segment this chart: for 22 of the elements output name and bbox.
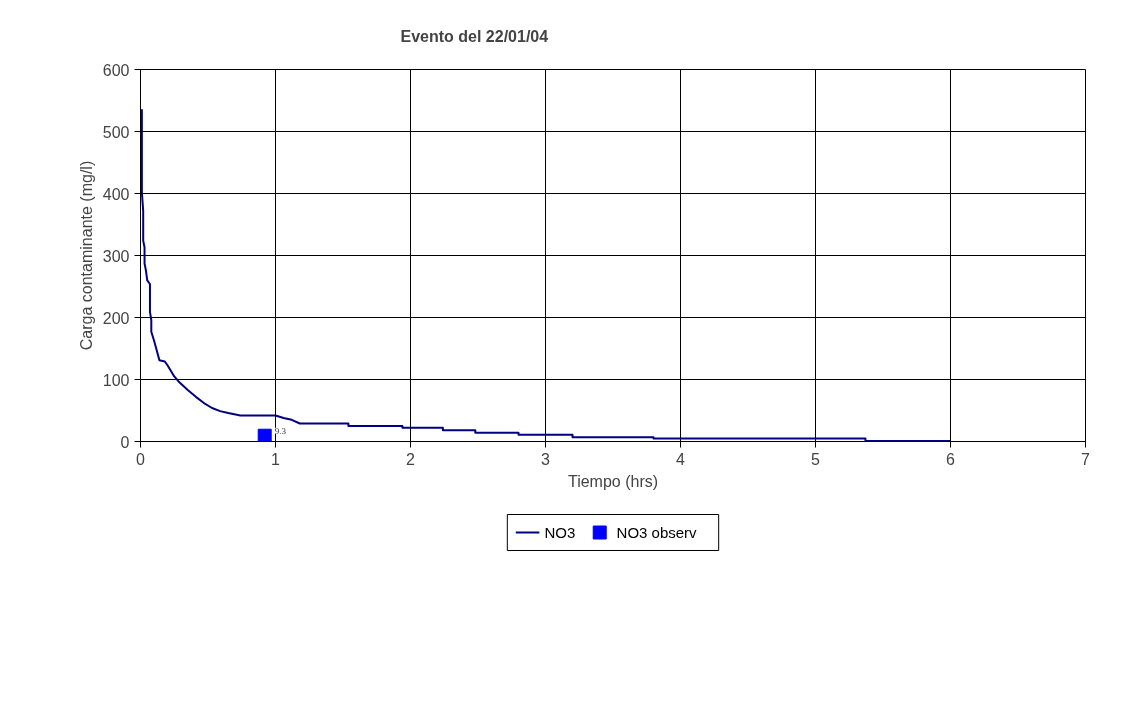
chart-title: Evento del 22/01/04 — [400, 27, 549, 45]
y-tick-label: 200 — [102, 309, 130, 327]
x-axis-title: Tiempo (hrs) — [567, 472, 659, 490]
x-tick-label: 3 — [541, 450, 551, 468]
y-tick-label: 600 — [102, 61, 130, 79]
legend-label: NO3 observ — [616, 524, 698, 541]
x-tick-label: 0 — [136, 450, 146, 468]
line-series — [140, 108, 952, 442]
x-tick-label: 6 — [946, 450, 956, 468]
data-label: 9.3 — [274, 425, 287, 436]
y-tick-label: 300 — [102, 247, 130, 265]
legend-label: NO3 — [544, 524, 576, 541]
x-tick-label: 2 — [406, 450, 416, 468]
y-tick-label: 400 — [102, 185, 130, 203]
x-tick-label: 7 — [1081, 450, 1091, 468]
x-tick-label: 4 — [676, 450, 686, 468]
x-tick-label: 5 — [811, 450, 821, 468]
x-tick-label: 1 — [271, 450, 281, 468]
y-tick-label: 100 — [102, 371, 130, 389]
y-tick-label: 500 — [102, 123, 130, 141]
y-axis-title: Carga contaminante (mg/l) — [77, 160, 95, 351]
y-tick-label: 0 — [120, 433, 130, 451]
